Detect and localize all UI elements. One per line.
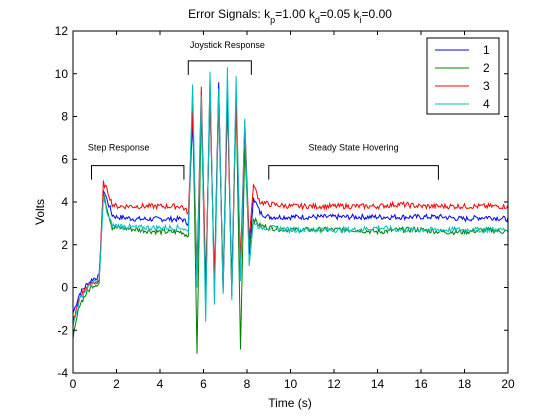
x-tick-label: 4 [157,377,164,391]
annotation-label: Step Response [88,143,150,153]
y-tick-label: 12 [55,24,69,38]
plot-area: Step Response Joystick Response Steady Sta… [55,24,515,391]
x-tick-label: 8 [244,377,251,391]
x-tick-label: 20 [501,377,515,391]
series-line-2 [72,77,509,354]
y-tick-label: 6 [61,152,68,166]
series-line-3 [72,86,509,322]
y-tick-label: 4 [61,195,68,209]
series-line-1 [72,82,509,314]
x-tick-label: 16 [414,377,428,391]
x-tick-label: 6 [200,377,207,391]
x-tick-label: 2 [113,377,120,391]
x-axis-label: Time (s) [268,396,312,410]
x-tick-label: 10 [284,377,298,391]
x-tick-label: 0 [70,377,77,391]
y-tick-label: -2 [57,323,68,337]
x-tick-label: 14 [371,377,385,391]
x-tick-label: 18 [458,377,472,391]
y-axis-label: Volts [33,199,47,225]
legend-label-2: 2 [483,61,490,75]
annotation-bracket [187,60,252,75]
chart-title: Error Signals: kp=1.00 kd=0.05 ki=0.00 [188,7,392,25]
legend-box [426,37,500,115]
series-line-4 [72,67,509,327]
annotation-label: Steady State Hovering [309,143,399,153]
x-tick-label: 12 [327,377,341,391]
annotation-bracket [90,165,185,180]
legend-label-1: 1 [483,43,490,57]
legend-label-4: 4 [483,97,490,111]
annotation-bracket [268,165,439,180]
y-tick-label: 10 [55,67,69,81]
annotation-label: Joystick Response [190,40,265,50]
legend-label-3: 3 [483,79,490,93]
y-tick-label: 0 [61,281,68,295]
y-tick-label: 2 [61,238,68,252]
legend: 1 2 3 4 [426,37,500,115]
y-tick-label: -4 [57,366,68,380]
y-tick-label: 8 [61,110,68,124]
